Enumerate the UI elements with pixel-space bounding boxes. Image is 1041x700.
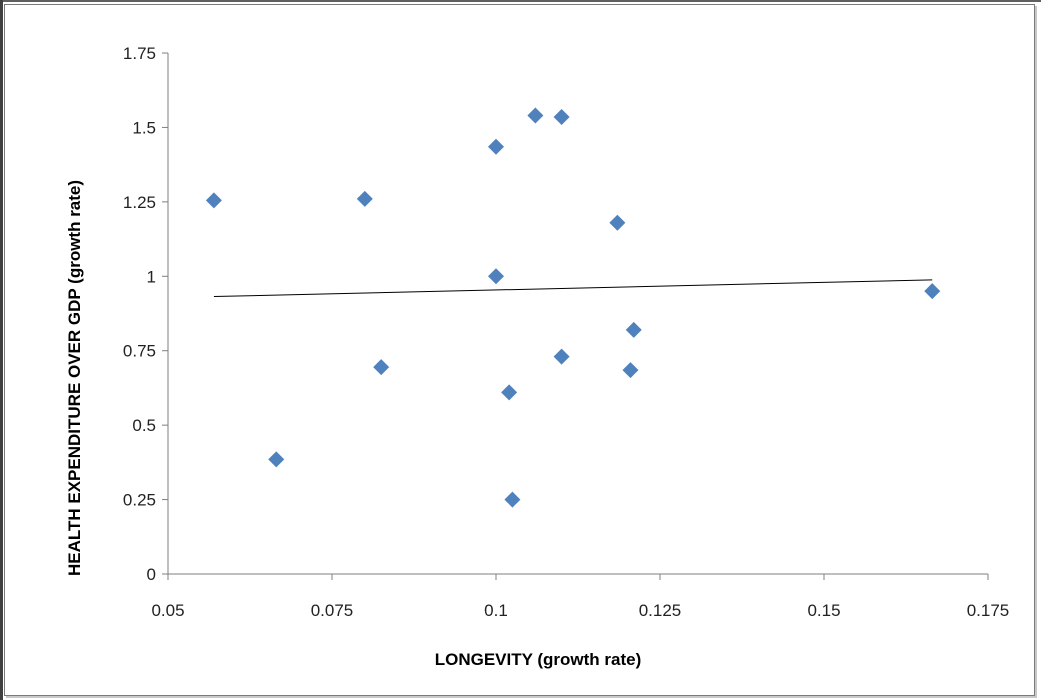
y-tick-label: 0.75 xyxy=(123,342,156,361)
x-tick-label: 0.15 xyxy=(807,601,840,620)
y-tick-label: 0 xyxy=(147,565,156,584)
y-tick-label: 0.5 xyxy=(132,416,156,435)
x-tick-label: 0.075 xyxy=(311,601,354,620)
data-point xyxy=(625,321,642,338)
data-point xyxy=(553,348,570,365)
axes xyxy=(167,53,988,575)
data-point xyxy=(373,359,390,376)
y-tick-label: 1 xyxy=(147,267,156,286)
y-tick-label: 1.75 xyxy=(123,44,156,63)
data-point xyxy=(622,362,639,379)
data-point xyxy=(924,283,941,300)
y-tick-label: 1.5 xyxy=(132,118,156,137)
y-ticks: 0 0.25 0.5 0.75 1 1.25 1.5 1.75 xyxy=(123,44,168,584)
data-point xyxy=(553,109,570,126)
data-point xyxy=(356,190,373,207)
x-tick-label: 0.125 xyxy=(639,601,682,620)
x-tick-label: 0.1 xyxy=(484,601,508,620)
trendline xyxy=(213,279,933,298)
data-points xyxy=(205,107,941,508)
window-top-edge xyxy=(0,0,1041,2)
x-axis-title: LONGEVITY (growth rate) xyxy=(435,650,642,669)
y-tick-label: 1.25 xyxy=(123,193,156,212)
data-point xyxy=(504,491,521,508)
y-axis-title: HEALTH EXPENDITURE OVER GDP (growth rate… xyxy=(65,180,84,576)
x-ticks: 0.05 0.075 0.1 0.125 0.15 0.175 xyxy=(151,574,1009,620)
data-point xyxy=(488,268,504,285)
data-point xyxy=(527,107,544,124)
data-point xyxy=(488,138,504,155)
data-point xyxy=(501,384,518,401)
window-left-edge xyxy=(0,0,3,700)
chart-frame xyxy=(4,4,1035,696)
data-point xyxy=(205,192,222,209)
x-tick-label: 0.05 xyxy=(151,601,184,620)
data-point xyxy=(609,214,626,231)
data-point xyxy=(268,451,285,468)
x-tick-label: 0.175 xyxy=(967,601,1010,620)
y-tick-label: 0.25 xyxy=(123,491,156,510)
